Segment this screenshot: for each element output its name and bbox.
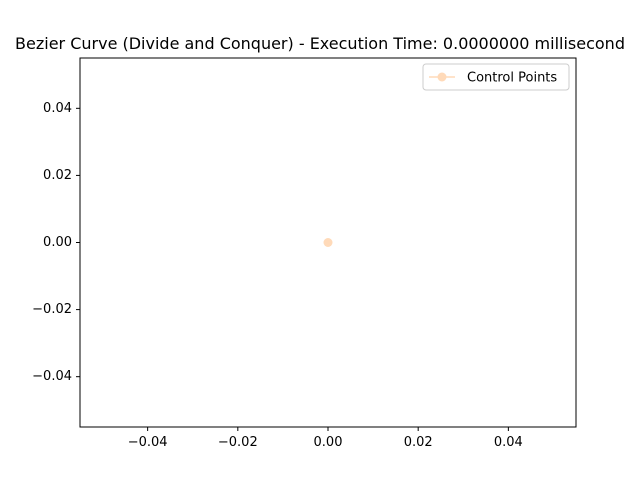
y-tick-label: −0.02 bbox=[32, 302, 72, 317]
y-tick-label: 0.04 bbox=[43, 101, 72, 116]
chart-title: Bezier Curve (Divide and Conquer) - Exec… bbox=[15, 34, 625, 53]
x-tick-label: 0.04 bbox=[494, 435, 523, 450]
legend-label: Control Points bbox=[467, 71, 557, 86]
control-point bbox=[323, 238, 333, 247]
x-axis: −0.04 −0.02 0.00 0.02 0.04 bbox=[128, 427, 523, 450]
y-tick-label: 0.00 bbox=[43, 235, 72, 250]
x-tick-label: 0.00 bbox=[314, 435, 343, 450]
y-axis: −0.04 −0.02 0.00 0.02 0.04 bbox=[32, 101, 80, 384]
x-tick-label: 0.02 bbox=[404, 435, 433, 450]
x-tick-label: −0.04 bbox=[128, 435, 168, 450]
x-tick-label: −0.02 bbox=[218, 435, 258, 450]
series-control-points bbox=[323, 238, 333, 247]
y-tick-label: −0.04 bbox=[32, 369, 72, 384]
legend-box bbox=[422, 63, 570, 91]
plot-area: −0.04 −0.02 0.00 0.02 0.04 −0.04 −0.02 0.00 0.0… bbox=[32, 57, 577, 450]
y-tick-label: 0.02 bbox=[43, 168, 72, 183]
legend-marker-icon bbox=[437, 72, 447, 82]
legend: Control Points bbox=[422, 63, 570, 91]
